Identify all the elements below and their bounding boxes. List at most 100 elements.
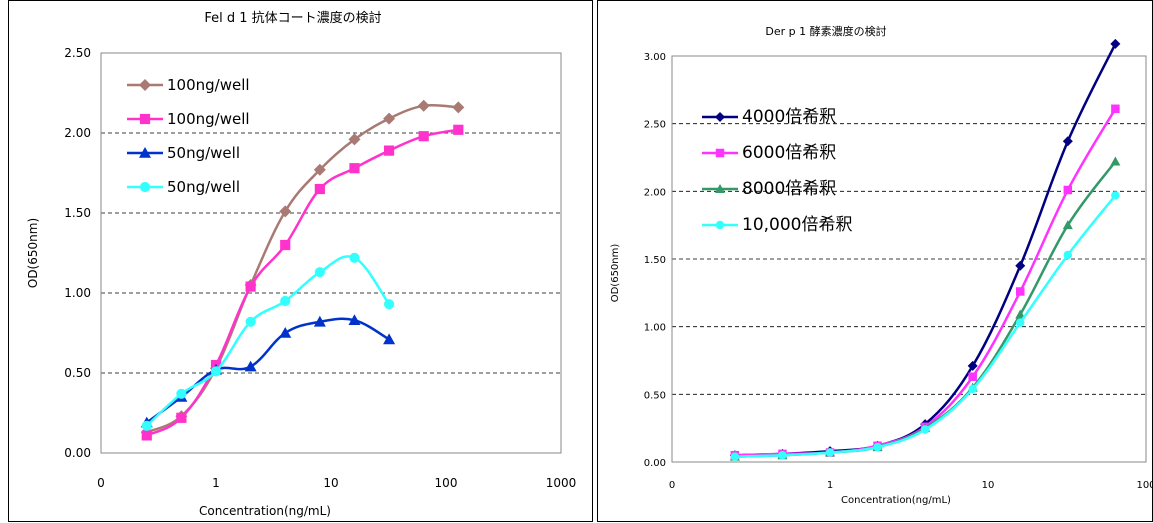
series-circle [141, 252, 395, 431]
series-line [734, 43, 1117, 457]
data-point-circle [210, 366, 222, 377]
data-point-diamond [348, 133, 361, 146]
data-point-triangle [1110, 156, 1121, 166]
y-tick-label: 2.50 [644, 120, 666, 131]
x-tick-label: 0 [97, 476, 105, 490]
data-point-triangle [244, 360, 257, 372]
data-point-diamond [383, 112, 396, 125]
series-line [734, 194, 1117, 458]
x-axis-label: Concentration(ng/mL) [841, 495, 951, 506]
data-point-square [383, 145, 395, 156]
data-point-square [349, 163, 360, 174]
series-circle [730, 191, 1120, 461]
y-tick-label: 1.50 [644, 255, 666, 266]
data-point-square [139, 113, 151, 125]
data-point-diamond [452, 101, 465, 114]
data-point-circle [1063, 250, 1073, 260]
data-point-triangle [279, 327, 292, 338]
data-point-diamond [1062, 136, 1073, 147]
data-point-circle [139, 181, 151, 193]
data-point-square [280, 239, 291, 251]
data-point-diamond [1110, 38, 1121, 49]
data-point-triangle [1015, 309, 1026, 319]
y-tick-label: 0.50 [644, 390, 666, 401]
data-point-square [314, 183, 325, 195]
series-line [146, 317, 390, 424]
legend-entry: 100ng/well [127, 76, 250, 94]
data-point-diamond [417, 99, 430, 112]
series-line [734, 160, 1117, 458]
data-point-diamond [313, 163, 326, 176]
y-tick-label: 3.00 [644, 52, 666, 63]
data-point-triangle [139, 147, 151, 158]
y-tick-label: 0.50 [64, 366, 91, 380]
data-point-square [968, 372, 977, 381]
chart-title: Der p 1 酵素濃度の検討 [765, 24, 886, 38]
data-point-circle [349, 252, 360, 263]
legend-entry: 8000倍希釈 [702, 179, 836, 199]
data-point-square [141, 430, 152, 441]
data-point-circle [314, 267, 325, 278]
data-point-square [453, 124, 464, 135]
data-point-circle [825, 448, 835, 457]
series-line [146, 128, 459, 437]
legend-entry: 50ng/well [127, 178, 240, 196]
series-triangle [140, 314, 396, 428]
data-point-diamond [1015, 260, 1026, 271]
legend-label: 4000倍希釈 [742, 107, 836, 127]
legend-entry: 6000倍希釈 [702, 143, 836, 163]
legend-label: 6000倍希釈 [742, 143, 836, 163]
x-tick-label: 100 [1136, 480, 1153, 491]
x-tick-label: 1000 [546, 476, 577, 490]
data-point-diamond [279, 205, 292, 218]
data-point-square [245, 281, 256, 292]
data-point-square [715, 148, 725, 158]
x-tick-label: 1 [827, 480, 833, 491]
data-point-circle [383, 299, 395, 310]
legend-entry: 50ng/well [127, 144, 240, 162]
x-axis-label: Concentration(ng/mL) [199, 504, 331, 518]
y-tick-label: 1.00 [644, 323, 666, 334]
data-point-square [418, 131, 429, 142]
y-tick-label: 1.00 [64, 286, 91, 300]
data-point-square [1016, 287, 1025, 296]
data-point-square [1111, 104, 1120, 114]
data-point-circle [730, 452, 740, 461]
y-tick-label: 1.50 [64, 206, 91, 220]
legend-label: 100ng/well [167, 110, 250, 128]
legend-label: 50ng/well [167, 178, 240, 196]
y-tick-label: 2.00 [64, 126, 91, 140]
data-point-circle [873, 442, 882, 452]
y-tick-label: 2.50 [64, 46, 91, 60]
data-point-triangle [383, 333, 396, 345]
x-tick-label: 10 [323, 476, 338, 490]
data-point-triangle [715, 184, 725, 193]
legend-label: 50ng/well [167, 144, 240, 162]
x-tick-label: 10 [982, 480, 995, 491]
chart-feld1: Fel d 1 抗体コート濃度の検討 Concentration(ng/mL) … [26, 10, 577, 518]
x-tick-label: 0 [669, 480, 675, 491]
legend-entry: 10,000倍希釈 [702, 215, 852, 235]
data-point-circle [1016, 318, 1025, 327]
data-point-circle [1111, 191, 1120, 200]
plot-area [671, 55, 1147, 463]
legend-entry: 4000倍希釈 [702, 107, 836, 127]
data-point-circle [176, 388, 187, 399]
data-point-circle [715, 220, 725, 230]
data-point-circle [968, 384, 977, 394]
data-point-circle [141, 420, 152, 431]
y-tick-label: 0.00 [644, 458, 666, 469]
data-point-triangle [348, 314, 361, 325]
data-point-diamond [967, 360, 978, 371]
chart-panel-feld1: Fel d 1 抗体コート濃度の検討 Concentration(ng/mL) … [8, 0, 593, 522]
chart-title: Fel d 1 抗体コート濃度の検討 [204, 10, 381, 26]
data-point-triangle [313, 315, 326, 327]
chart-panel-derp1: Der p 1 酵素濃度の検討 Concentration(ng/mL) OD(… [597, 0, 1153, 522]
data-point-circle [920, 425, 930, 434]
legend-label: 100ng/well [167, 76, 250, 94]
y-axis-label: OD(650nm) [610, 244, 621, 303]
legend-label: 10,000倍希釈 [742, 215, 852, 235]
series-diamond [729, 38, 1121, 461]
data-point-circle [245, 316, 256, 327]
data-point-diamond [715, 112, 725, 122]
